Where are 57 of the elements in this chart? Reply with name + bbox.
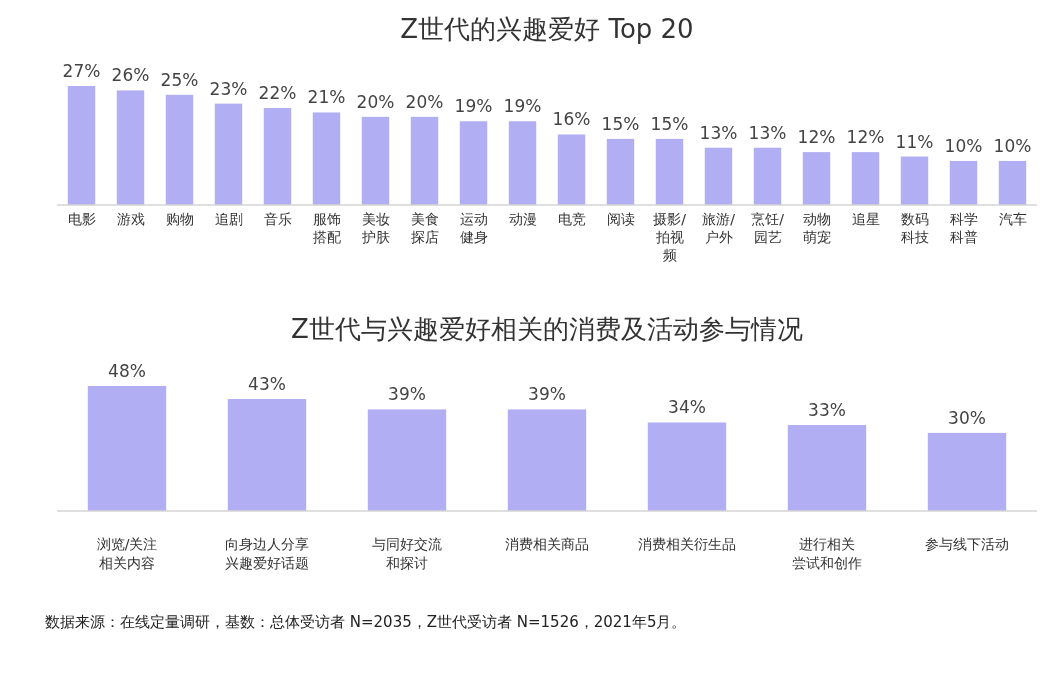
data-label: 23% bbox=[209, 78, 248, 99]
data-label: 20% bbox=[405, 91, 444, 112]
data-label: 10% bbox=[993, 135, 1032, 156]
x-tick-label: 与同好交流和探讨 bbox=[372, 536, 442, 571]
data-label: 39% bbox=[388, 384, 426, 405]
x-tick-label: 摄影/拍视频 bbox=[653, 211, 687, 263]
x-tick-label: 购物 bbox=[165, 211, 194, 227]
data-label: 19% bbox=[503, 96, 542, 117]
data-label: 10% bbox=[944, 135, 983, 156]
data-label: 34% bbox=[668, 397, 706, 418]
data-label: 20% bbox=[356, 91, 395, 112]
data-label: 43% bbox=[248, 374, 286, 395]
data-label: 39% bbox=[528, 384, 566, 405]
data-label: 27% bbox=[62, 61, 101, 81]
x-tick-label: 消费相关衍生品 bbox=[638, 536, 736, 552]
x-tick-label: 消费相关商品 bbox=[505, 536, 589, 552]
x-tick-label: 电竞 bbox=[557, 211, 586, 227]
x-tick-label: 参与线下活动 bbox=[925, 536, 1009, 552]
data-label: 25% bbox=[160, 69, 199, 90]
data-label: 16% bbox=[552, 109, 591, 130]
x-tick-label: 阅读 bbox=[606, 211, 635, 227]
x-tick-label: 追星 bbox=[851, 211, 880, 227]
data-label: 15% bbox=[601, 113, 640, 134]
x-tick-label: 向身边人分享兴趣爱好话题 bbox=[225, 536, 309, 571]
x-tick-label: 追剧 bbox=[214, 211, 243, 227]
chart-title: Z世代的兴趣爱好 Top 20 bbox=[400, 14, 694, 44]
data-label: 19% bbox=[454, 96, 493, 117]
x-tick-label: 美食探店 bbox=[410, 211, 439, 245]
data-label: 12% bbox=[846, 127, 885, 148]
data-label: 15% bbox=[650, 113, 689, 134]
chart-title: Z世代与兴趣爱好相关的消费及活动参与情况 bbox=[291, 314, 803, 344]
data-label: 13% bbox=[699, 122, 738, 143]
x-tick-label: 美妆护肤 bbox=[360, 211, 390, 245]
x-tick-label: 游戏 bbox=[116, 211, 145, 227]
x-tick-label: 运动健身 bbox=[459, 211, 488, 245]
x-tick-label: 汽车 bbox=[998, 211, 1027, 227]
data-label: 33% bbox=[808, 400, 846, 421]
data-label: 26% bbox=[111, 65, 150, 86]
x-tick-label: 科学科普 bbox=[949, 211, 978, 245]
x-tick-label: 动漫 bbox=[508, 211, 537, 227]
data-label: 13% bbox=[748, 122, 787, 143]
data-label: 30% bbox=[948, 407, 986, 428]
x-tick-label: 浏览/关注相关内容 bbox=[96, 536, 158, 571]
x-tick-label: 电影 bbox=[67, 211, 96, 227]
data-label: 11% bbox=[895, 131, 934, 152]
x-tick-label: 服饰搭配 bbox=[312, 211, 341, 245]
x-tick-label: 动物萌宠 bbox=[802, 211, 831, 245]
x-tick-label: 数码科技 bbox=[900, 211, 929, 245]
x-tick-label: 音乐 bbox=[263, 211, 292, 227]
x-tick-label: 旅游/户外 bbox=[702, 211, 736, 245]
data-label: 21% bbox=[307, 87, 346, 108]
x-tick-label: 烹饪/园艺 bbox=[751, 211, 785, 245]
x-tick-label: 进行相关尝试和创作 bbox=[792, 536, 862, 571]
data-label: 48% bbox=[108, 361, 146, 381]
data-label: 22% bbox=[258, 83, 297, 104]
source-note: 数据来源：在线定量调研，基数：总体受访者 N=2035，Z世代受访者 N=1526，2021年5月。 bbox=[45, 613, 687, 631]
data-label: 12% bbox=[797, 127, 836, 148]
